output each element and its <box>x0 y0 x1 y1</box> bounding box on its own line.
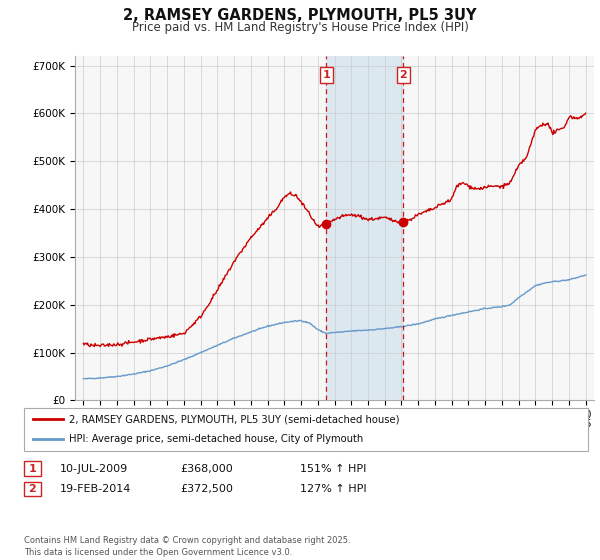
Text: 1: 1 <box>29 464 36 474</box>
Text: 2: 2 <box>400 70 407 80</box>
Text: 10-JUL-2009: 10-JUL-2009 <box>60 464 128 474</box>
Bar <box>326 56 403 400</box>
Text: 1: 1 <box>323 70 331 80</box>
Text: £372,500: £372,500 <box>180 484 233 494</box>
Text: 151% ↑ HPI: 151% ↑ HPI <box>300 464 367 474</box>
Text: 127% ↑ HPI: 127% ↑ HPI <box>300 484 367 494</box>
Text: 19-FEB-2014: 19-FEB-2014 <box>60 484 131 494</box>
Text: HPI: Average price, semi-detached house, City of Plymouth: HPI: Average price, semi-detached house,… <box>69 434 363 444</box>
Text: £368,000: £368,000 <box>180 464 233 474</box>
Text: Price paid vs. HM Land Registry's House Price Index (HPI): Price paid vs. HM Land Registry's House … <box>131 21 469 34</box>
Text: 2: 2 <box>29 484 36 494</box>
Text: 2, RAMSEY GARDENS, PLYMOUTH, PL5 3UY (semi-detached house): 2, RAMSEY GARDENS, PLYMOUTH, PL5 3UY (se… <box>69 414 400 424</box>
Text: 2, RAMSEY GARDENS, PLYMOUTH, PL5 3UY: 2, RAMSEY GARDENS, PLYMOUTH, PL5 3UY <box>123 8 477 24</box>
Text: Contains HM Land Registry data © Crown copyright and database right 2025.
This d: Contains HM Land Registry data © Crown c… <box>24 536 350 557</box>
